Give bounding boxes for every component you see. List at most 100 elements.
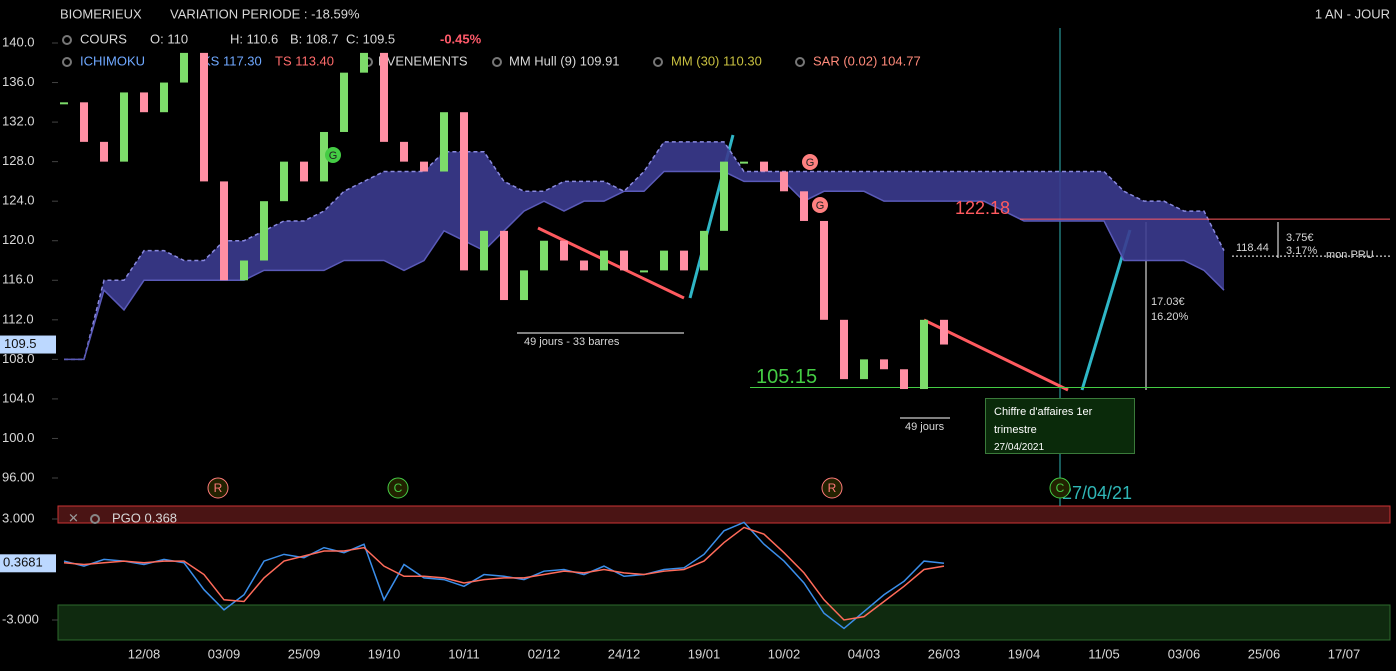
ichimoku: ICHIMOKU xyxy=(80,53,145,68)
y-tick-label: 124.0 xyxy=(2,193,35,208)
annotation: mon PRU xyxy=(1326,249,1374,261)
y-tick-label: 128.0 xyxy=(2,153,35,168)
gear-icon[interactable] xyxy=(90,514,100,524)
x-tick-label: 24/12 xyxy=(608,646,641,661)
candle xyxy=(460,112,468,271)
annotation: 16.20% xyxy=(1151,311,1189,323)
period[interactable]: 1 AN - JOUR xyxy=(1315,6,1390,21)
x-tick-label: 25/09 xyxy=(288,646,321,661)
gear-icon[interactable] xyxy=(653,57,663,67)
y-tick-label: 96.00 xyxy=(2,469,35,484)
annotation: 27/04/21 xyxy=(1062,483,1132,503)
candle xyxy=(140,92,148,113)
event-marker[interactable] xyxy=(821,477,843,499)
signal-marker xyxy=(802,154,818,170)
candle xyxy=(520,270,528,301)
event-marker[interactable] xyxy=(387,477,409,499)
tooltip-date: 27/04/2021 xyxy=(994,442,1045,453)
candle xyxy=(940,319,948,345)
annotation: 49 jours xyxy=(905,421,945,433)
open: O: 110 xyxy=(150,31,188,46)
candle xyxy=(600,250,608,271)
sar: SAR (0.02) 104.77 xyxy=(813,53,921,68)
x-tick-label: 02/12 xyxy=(528,646,561,661)
annotation: 17.03€ xyxy=(1151,296,1185,308)
y-tick-label: 112.0 xyxy=(2,311,34,326)
candle xyxy=(920,319,928,390)
ichimoku-cloud xyxy=(64,141,1224,360)
oscillator-line xyxy=(63,526,945,621)
candle xyxy=(440,112,448,172)
gear-icon[interactable] xyxy=(62,35,72,45)
hull: MM Hull (9) 109.91 xyxy=(509,53,620,68)
signal-marker xyxy=(812,197,828,213)
candle xyxy=(500,230,508,301)
event-marker[interactable] xyxy=(207,477,229,499)
close: C: 109.5 xyxy=(346,31,395,46)
low: B: 108.7 xyxy=(290,31,338,46)
mm30: MM (30) 110.30 xyxy=(671,53,762,68)
y-tick-label: 140.0 xyxy=(2,34,35,49)
candle xyxy=(620,250,628,271)
x-tick-label: 12/08 xyxy=(128,646,161,661)
event-label: C xyxy=(394,481,403,495)
candle xyxy=(100,141,108,162)
gear-icon[interactable] xyxy=(795,57,805,67)
trend-line xyxy=(537,226,685,300)
candle xyxy=(240,260,248,281)
x-tick-label: 19/04 xyxy=(1008,646,1041,661)
close-icon[interactable]: ✕ xyxy=(68,510,79,525)
candle xyxy=(660,250,668,271)
candle xyxy=(160,82,168,113)
event-label: R xyxy=(828,481,837,495)
variation: VARIATION PERIODE : -18.59% xyxy=(170,6,360,21)
event-label: C xyxy=(1056,481,1065,495)
x-tick-label: 26/03 xyxy=(928,646,961,661)
price-tag-label: 109.5 xyxy=(4,336,37,351)
ichimoku-ks: KS 117.30 xyxy=(202,53,262,68)
signal-label: G xyxy=(816,200,825,212)
price-tag xyxy=(0,335,56,354)
candle xyxy=(800,191,808,221)
candle xyxy=(380,52,388,142)
candle xyxy=(680,250,688,271)
candle xyxy=(420,161,428,172)
pru-label: 118.44 xyxy=(1236,242,1269,254)
tooltip: Chiffre d'affaires 1er trimestre 27/04/20… xyxy=(985,398,1135,454)
osc-tag-label: 0.3681 xyxy=(3,555,43,570)
gear-icon[interactable] xyxy=(62,57,72,67)
candle xyxy=(120,92,128,162)
change: -0.45% xyxy=(440,31,482,46)
event-marker[interactable] xyxy=(1049,477,1071,499)
candle xyxy=(400,141,408,162)
candle xyxy=(900,369,908,390)
cloud-upper xyxy=(64,141,1225,361)
candle xyxy=(200,52,208,182)
y-tick-label: 3.000 xyxy=(2,510,35,525)
gear-icon[interactable] xyxy=(492,57,502,67)
x-tick-label: 25/06 xyxy=(1248,646,1281,661)
signal-label: G xyxy=(329,150,338,162)
candle xyxy=(480,230,488,271)
candle xyxy=(80,102,88,142)
y-tick-label: 104.0 xyxy=(2,390,35,405)
y-tick-label: 136.0 xyxy=(2,74,35,89)
candle xyxy=(580,260,588,271)
candle xyxy=(820,220,828,320)
cours: COURS xyxy=(80,31,127,46)
candle xyxy=(320,131,328,182)
symbol: BIOMERIEUX xyxy=(60,6,142,21)
candle xyxy=(260,201,268,261)
y-tick-label: 100.0 xyxy=(2,430,35,445)
candle xyxy=(180,52,188,83)
y-tick-label: 132.0 xyxy=(2,114,35,129)
osc-tag xyxy=(0,554,56,573)
x-tick-label: 10/02 xyxy=(768,646,801,661)
annotation: 49 jours - 33 barres xyxy=(524,336,620,348)
candle xyxy=(340,72,348,132)
level-label: 105.15 xyxy=(756,366,817,388)
candle xyxy=(700,230,708,271)
ichimoku-ts: TS 113.40 xyxy=(275,53,334,68)
